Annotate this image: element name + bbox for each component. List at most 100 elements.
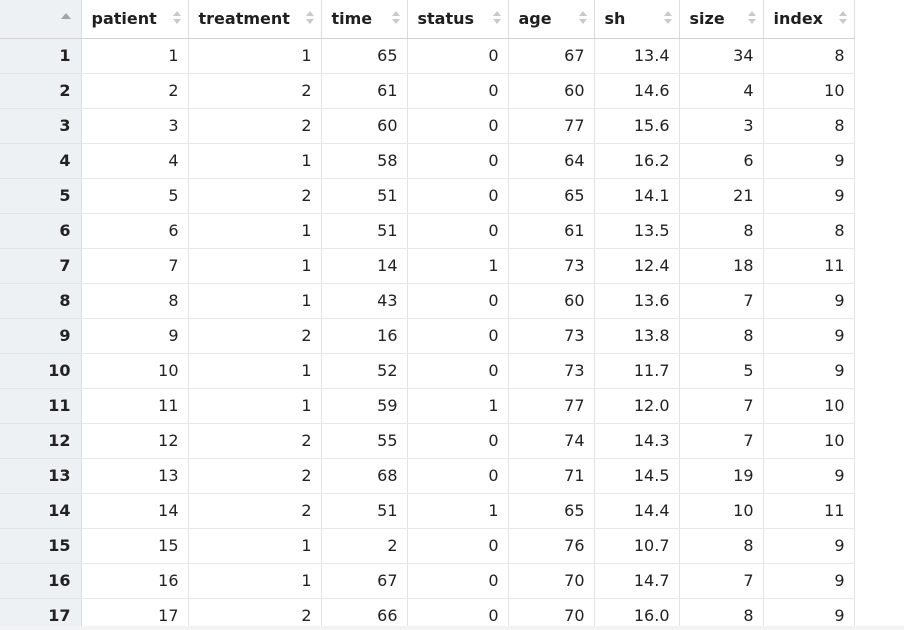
cell-time: 58 [321, 143, 408, 179]
cell-status: 1 [407, 388, 509, 424]
cell-status: 0 [407, 318, 509, 354]
cell-treatment: 1 [188, 213, 322, 249]
cell-status: 0 [407, 353, 509, 389]
cell-size: 8 [679, 318, 764, 354]
cell-treatment: 2 [188, 73, 322, 109]
cell-treatment: 2 [188, 458, 322, 494]
cell-treatment: 1 [188, 353, 322, 389]
cell-status: 0 [407, 283, 509, 319]
cell-status: 1 [407, 248, 509, 284]
row-number: 4 [0, 143, 82, 179]
cell-age: 64 [508, 143, 595, 179]
row-number: 9 [0, 318, 82, 354]
cell-sh: 13.8 [594, 318, 680, 354]
cell-size: 8 [679, 213, 764, 249]
sort-arrows-icon [747, 9, 756, 27]
cell-treatment: 1 [188, 283, 322, 319]
column-header-label: sh [604, 9, 626, 29]
column-header-label: treatment [198, 9, 290, 29]
cell-time: 16 [321, 318, 408, 354]
column-header-size[interactable]: size [679, 0, 764, 39]
cell-index: 9 [763, 563, 855, 599]
cell-patient: 2 [81, 73, 189, 109]
cell-status: 0 [407, 143, 509, 179]
row-number: 15 [0, 528, 82, 564]
cell-index: 8 [763, 108, 855, 144]
cell-patient: 13 [81, 458, 189, 494]
cell-treatment: 1 [188, 563, 322, 599]
cell-treatment: 1 [188, 248, 322, 284]
cell-age: 77 [508, 388, 595, 424]
table-row: 7 7 1 14 1 73 12.4 18 11 [0, 248, 855, 284]
column-header-label: status [417, 9, 475, 29]
cell-sh: 14.4 [594, 493, 680, 529]
column-header-label: index [773, 9, 824, 29]
row-number: 3 [0, 108, 82, 144]
cell-index: 9 [763, 598, 855, 630]
table-row: 4 4 1 58 0 64 16.2 6 9 [0, 143, 855, 179]
cell-time: 66 [321, 598, 408, 630]
cell-status: 0 [407, 528, 509, 564]
row-number: 8 [0, 283, 82, 319]
cell-treatment: 2 [188, 423, 322, 459]
cell-age: 70 [508, 598, 595, 630]
cell-status: 0 [407, 458, 509, 494]
row-index-header[interactable] [0, 0, 82, 39]
column-header-time[interactable]: time [321, 0, 408, 39]
cell-size: 7 [679, 423, 764, 459]
cell-index: 8 [763, 213, 855, 249]
cell-age: 73 [508, 318, 595, 354]
cell-sh: 14.6 [594, 73, 680, 109]
table-row: 6 6 1 51 0 61 13.5 8 8 [0, 213, 855, 249]
table-body: 1 1 1 65 0 67 13.4 34 8 2 2 2 61 0 60 14.6 4 10 3 3 2 60 0 77 15… [0, 38, 855, 630]
cell-patient: 9 [81, 318, 189, 354]
column-header-label: patient [91, 9, 157, 29]
row-number: 5 [0, 178, 82, 214]
table-row: 2 2 2 61 0 60 14.6 4 10 [0, 73, 855, 109]
cell-patient: 12 [81, 423, 189, 459]
row-number: 10 [0, 353, 82, 389]
cell-status: 0 [407, 563, 509, 599]
column-header-status[interactable]: status [407, 0, 509, 39]
cell-size: 4 [679, 73, 764, 109]
cell-index: 10 [763, 423, 855, 459]
table-row: 17 17 2 66 0 70 16.0 8 9 [0, 598, 855, 630]
cell-sh: 13.4 [594, 38, 680, 74]
cell-sh: 12.4 [594, 248, 680, 284]
cell-index: 9 [763, 528, 855, 564]
cell-sh: 10.7 [594, 528, 680, 564]
cell-status: 0 [407, 38, 509, 74]
cell-age: 74 [508, 423, 595, 459]
cell-patient: 7 [81, 248, 189, 284]
cell-treatment: 2 [188, 493, 322, 529]
cell-patient: 5 [81, 178, 189, 214]
cell-time: 67 [321, 563, 408, 599]
table-row: 5 5 2 51 0 65 14.1 21 9 [0, 178, 855, 214]
row-number: 7 [0, 248, 82, 284]
column-header-patient[interactable]: patient [81, 0, 189, 39]
cell-index: 10 [763, 73, 855, 109]
cell-time: 68 [321, 458, 408, 494]
column-header-treatment[interactable]: treatment [188, 0, 322, 39]
cell-treatment: 1 [188, 528, 322, 564]
row-number: 12 [0, 423, 82, 459]
horizontal-scrollbar[interactable] [0, 626, 904, 630]
cell-size: 8 [679, 528, 764, 564]
cell-treatment: 2 [188, 178, 322, 214]
cell-index: 9 [763, 318, 855, 354]
column-header-sh[interactable]: sh [594, 0, 680, 39]
column-header-age[interactable]: age [508, 0, 595, 39]
column-header-index[interactable]: index [763, 0, 855, 39]
cell-sh: 11.7 [594, 353, 680, 389]
cell-index: 9 [763, 283, 855, 319]
cell-size: 21 [679, 178, 764, 214]
row-number: 16 [0, 563, 82, 599]
cell-age: 67 [508, 38, 595, 74]
table-row: 3 3 2 60 0 77 15.6 3 8 [0, 108, 855, 144]
cell-index: 8 [763, 38, 855, 74]
cell-size: 7 [679, 388, 764, 424]
table-row: 8 8 1 43 0 60 13.6 7 9 [0, 283, 855, 319]
cell-age: 70 [508, 563, 595, 599]
cell-size: 7 [679, 563, 764, 599]
